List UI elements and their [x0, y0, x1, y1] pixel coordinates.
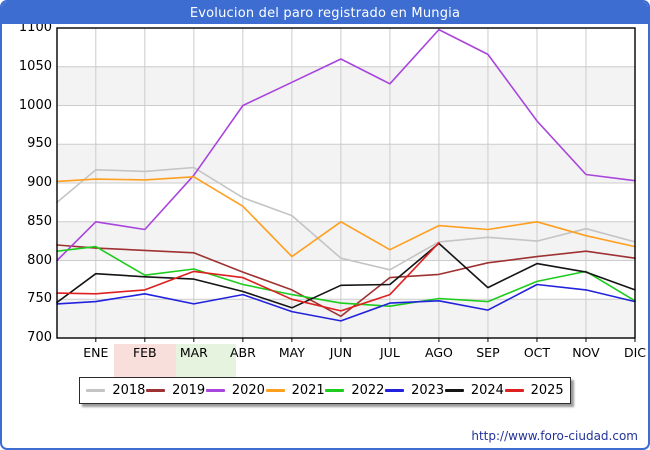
footer: http://www.foro-ciudad.com	[471, 429, 638, 443]
y-tick-label: 800	[27, 252, 52, 268]
legend-label: 2023	[411, 383, 445, 398]
legend-line-sample	[325, 389, 345, 392]
x-tick-label: MAR	[179, 345, 208, 360]
legend-label: 2020	[231, 383, 265, 398]
y-tick-label: 1000	[18, 97, 52, 113]
y-tick-label: 900	[27, 175, 52, 190]
x-tick-label: NOV	[572, 345, 600, 360]
chart-title: Evolucion del paro registrado en Mungia	[189, 5, 461, 21]
legend-line-sample	[504, 389, 524, 392]
y-tick-label: 750	[27, 291, 52, 307]
legend-label: 2018	[112, 383, 146, 398]
legend-item-2022: 2022	[325, 383, 384, 398]
y-tick-label: 700	[27, 330, 52, 345]
legend-label: 2025	[530, 383, 564, 398]
legend: 2018 2019 2020 2021 2022 2023 2024 2025	[79, 377, 571, 404]
legend-item-2020: 2020	[205, 383, 265, 398]
y-tick-label: 1050	[18, 58, 52, 74]
legend-line-sample	[205, 389, 225, 392]
x-tick-label: SEP	[476, 345, 500, 360]
x-tick-label: AGO	[424, 345, 453, 360]
legend-item-2018: 2018	[86, 383, 145, 398]
legend-line-sample	[385, 389, 405, 392]
legend-item-2024: 2024	[444, 383, 504, 398]
legend-item-2021: 2021	[265, 383, 325, 398]
footer-link[interactable]: http://www.foro-ciudad.com	[471, 429, 638, 443]
y-tick-label: 850	[27, 213, 52, 229]
legend-line-sample	[444, 389, 464, 392]
watermark-left	[114, 344, 176, 381]
x-tick-label: JUN	[329, 345, 352, 360]
legend-item-2019: 2019	[146, 383, 205, 398]
legend-line-sample	[265, 389, 285, 392]
legend-label: 2022	[351, 383, 385, 398]
title-bar: Evolucion del paro registrado en Mungia	[2, 2, 648, 24]
legend-item-2025: 2025	[504, 383, 564, 398]
x-tick-label: MAY	[278, 345, 305, 360]
y-tick-label: 950	[27, 136, 52, 152]
x-tick-label: DIC	[623, 345, 647, 360]
legend-label: 2019	[172, 383, 206, 398]
watermark-right	[176, 344, 236, 381]
legend-line-sample	[86, 389, 106, 392]
x-tick-label: FEB	[132, 345, 157, 360]
legend-label: 2024	[470, 383, 504, 398]
legend-label: 2021	[291, 383, 325, 398]
legend-item-2023: 2023	[385, 383, 444, 398]
x-tick-label: ABR	[229, 345, 256, 360]
x-tick-label: ENE	[83, 345, 109, 360]
x-tick-label: OCT	[523, 345, 551, 360]
legend-line-sample	[146, 389, 166, 392]
x-tick-label: JUL	[380, 345, 400, 360]
